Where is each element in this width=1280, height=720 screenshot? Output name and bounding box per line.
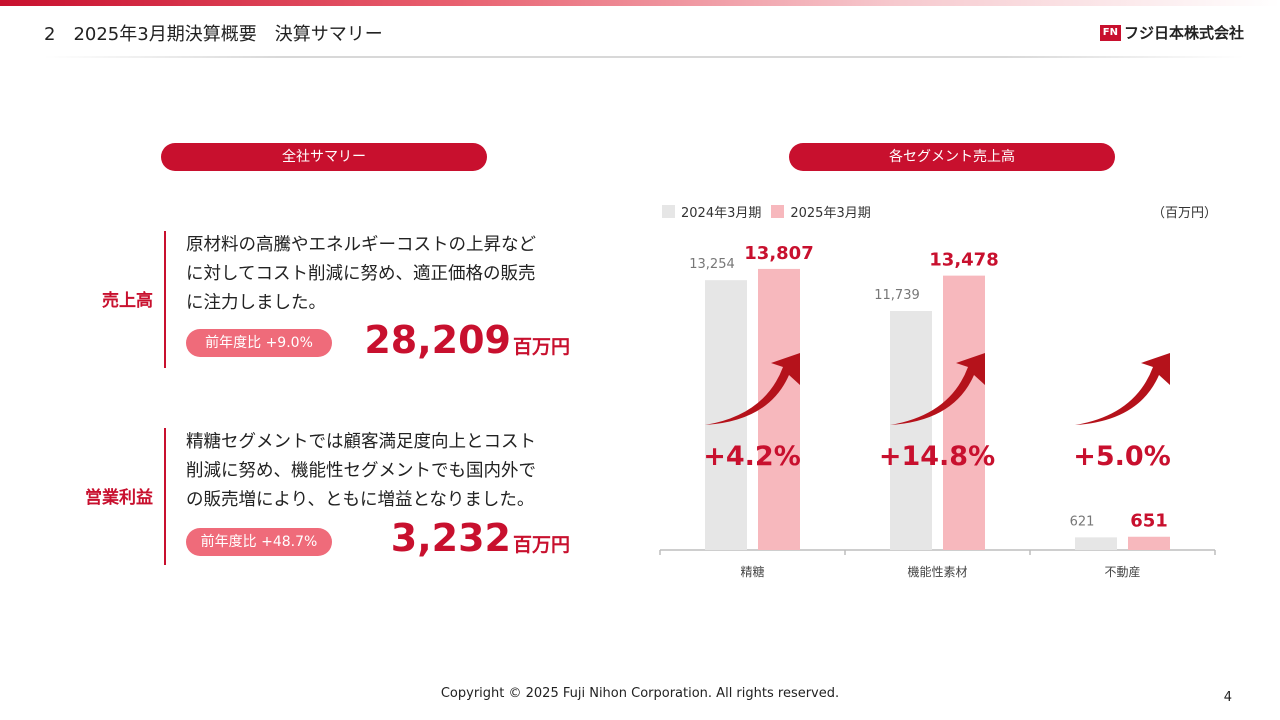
- bar-prev: [1075, 537, 1117, 550]
- growth-arrow-icon: [890, 353, 985, 425]
- sales-description-line: に注力しました。: [186, 293, 326, 313]
- page-title-text: 2025年3月期決算概要 決算サマリー: [73, 24, 383, 45]
- data-label-curr: 651: [1130, 511, 1168, 532]
- logo-mark-icon: FN: [1099, 24, 1121, 41]
- segment-sales-heading-pill: 各セグメント売上高: [789, 143, 1115, 171]
- bar-curr: [758, 268, 800, 550]
- bar-curr: [943, 275, 985, 550]
- page-number: 4: [1223, 690, 1232, 705]
- operating-income-value: 3,232 百万円: [391, 516, 570, 560]
- company-logo: FN フジ日本株式会社: [1099, 22, 1244, 43]
- sales-value-unit: 百万円: [512, 336, 570, 358]
- growth-arrow-icon: [705, 353, 800, 425]
- legend-label-prev: 2024年3月期: [681, 206, 762, 221]
- operating-income-label: 営業利益: [85, 488, 153, 508]
- data-label-prev: 13,254: [689, 257, 735, 272]
- header-divider: [44, 56, 1244, 58]
- legend-item-curr: 2025年3月期: [771, 202, 871, 221]
- sales-value: 28,209 百万円: [364, 318, 570, 362]
- x-tick-label: 機能性素材: [907, 564, 967, 579]
- page-title: 2 2025年3月期決算概要 決算サマリー: [44, 20, 383, 46]
- operating-income-value-unit: 百万円: [512, 534, 570, 556]
- sales-description-line: 原材料の高騰やエネルギーコストの上昇など: [186, 235, 536, 255]
- data-label-curr: 13,478: [929, 250, 998, 271]
- summary-heading-pill: 全社サマリー: [161, 143, 487, 171]
- sales-description-line: に対してコスト削減に努め、適正価格の販売: [186, 264, 536, 284]
- section-number: 2: [44, 24, 56, 45]
- operating-income-divider: [164, 428, 166, 565]
- operating-income-value-number: 3,232: [390, 516, 511, 560]
- sales-description: 原材料の高騰やエネルギーコストの上昇など に対してコスト削減に努め、適正価格の販…: [186, 231, 566, 318]
- legend-label-curr: 2025年3月期: [790, 206, 871, 221]
- segment-sales-chart: 13,254 13,807 精糖 +4.2% 11,739 13,478 機能性素材 +14.…: [659, 243, 1216, 579]
- legend-swatch-curr: [771, 205, 785, 218]
- data-label-prev: 621: [1070, 514, 1095, 529]
- x-tick-label: 不動産: [1104, 564, 1140, 579]
- sales-value-number: 28,209: [364, 318, 511, 362]
- growth-arrow-icon: [1075, 353, 1170, 425]
- sales-label: 売上高: [102, 291, 153, 311]
- data-label-prev: 11,739: [874, 288, 920, 303]
- sales-yoy-badge: 前年度比 +9.0%: [186, 329, 332, 357]
- growth-label: +4.2%: [703, 441, 801, 472]
- operating-income-yoy-badge: 前年度比 +48.7%: [186, 528, 332, 556]
- chart-unit-label: （百万円）: [1152, 206, 1218, 221]
- footer-copyright: Copyright © 2025 Fuji Nihon Corporation.…: [440, 686, 840, 701]
- operating-income-description-line: 精糖セグメントでは顧客満足度向上とコスト: [186, 432, 536, 452]
- growth-label: +14.8%: [879, 441, 995, 472]
- bar-curr: [1128, 536, 1170, 550]
- bar-prev: [890, 311, 932, 550]
- logo-text: フジ日本株式会社: [1123, 24, 1244, 42]
- top-accent-bar: [0, 0, 1280, 6]
- growth-label: +5.0%: [1073, 441, 1171, 472]
- legend-swatch-prev: [662, 205, 675, 218]
- operating-income-description-line: の販売増により、ともに増益となりました。: [186, 490, 535, 510]
- sales-divider: [164, 231, 166, 368]
- operating-income-description: 精糖セグメントでは顧客満足度向上とコスト 削減に努め、機能性セグメントでも国内外…: [186, 428, 566, 515]
- x-tick-label: 精糖: [740, 564, 764, 579]
- chart-legend: 2024年3月期 2025年3月期: [662, 202, 881, 221]
- data-label-curr: 13,807: [744, 243, 813, 264]
- operating-income-description-line: 削減に努め、機能性セグメントでも国内外で: [186, 461, 536, 481]
- legend-item-prev: 2024年3月期: [662, 202, 761, 221]
